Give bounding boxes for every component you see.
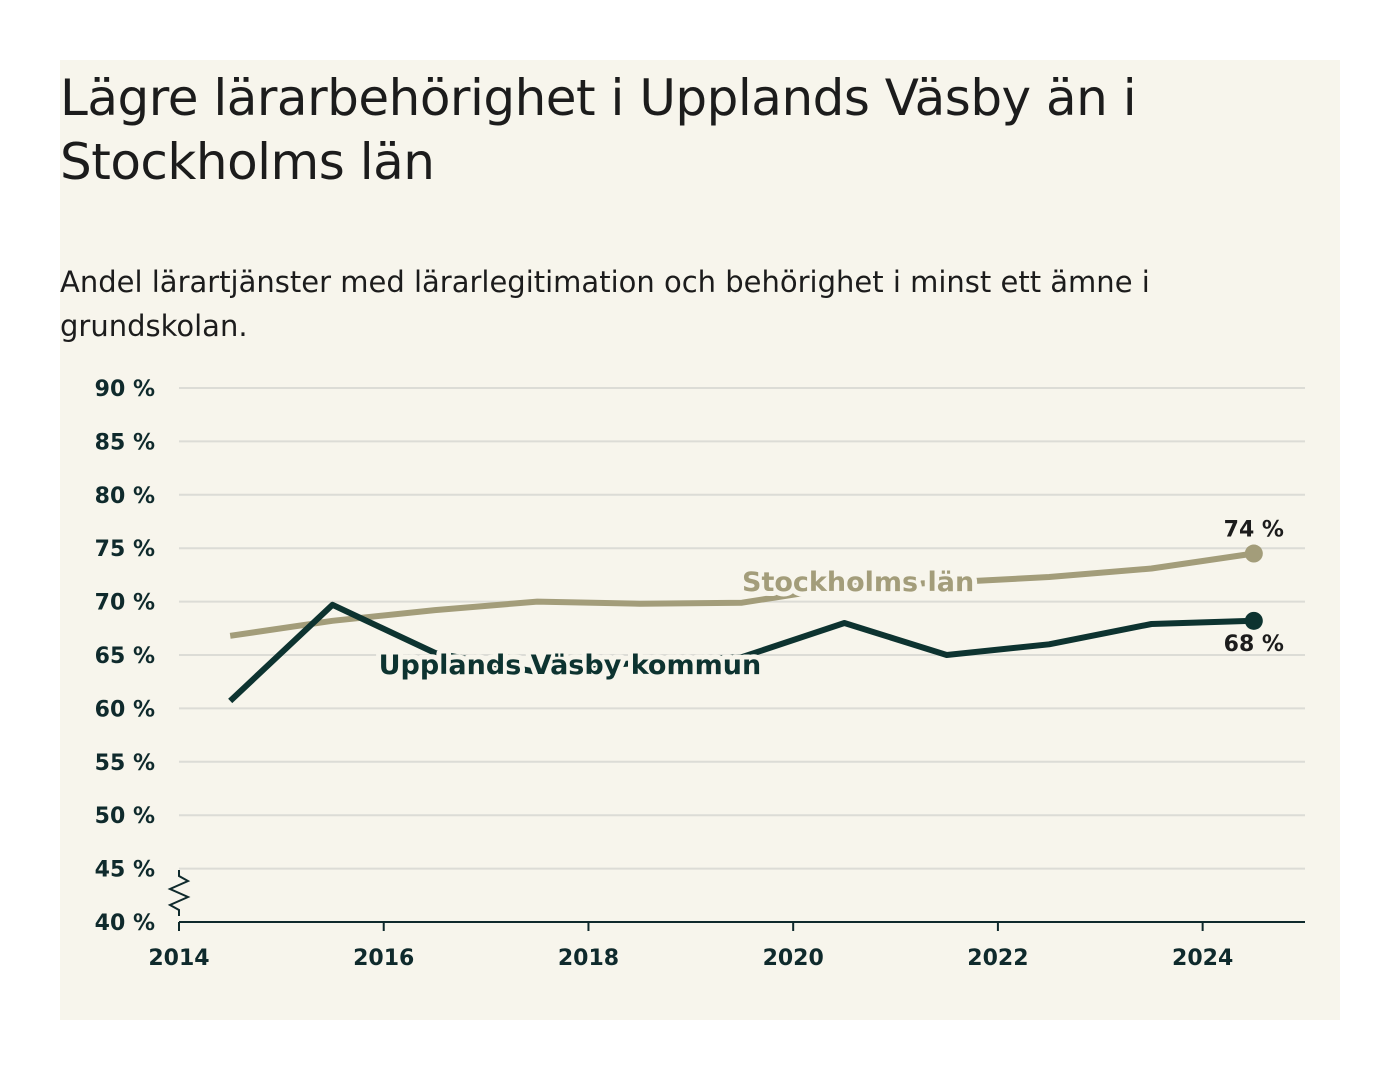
y-tick-label: 50 % [95, 804, 155, 829]
y-tick-label: 75 % [95, 537, 155, 562]
series-end-point-stockholm [1244, 544, 1263, 563]
axis-break-icon [167, 870, 191, 916]
y-tick-label: 85 % [95, 430, 155, 455]
x-tick-label: 2020 [763, 946, 824, 971]
x-tick-label: 2022 [967, 946, 1028, 971]
series-label-stockholm: Stockholms län [742, 567, 974, 598]
page-title: Lägre lärarbehörighet i Upplands Väsby ä… [60, 69, 1137, 191]
series-line-stockholm [229, 550, 1255, 639]
end-value-label-stockholm: 74 % [1224, 518, 1284, 543]
chart-subtitle: Andel lärartjänster med lärarlegitimatio… [60, 265, 1150, 343]
series-label-vasby: Upplands Väsby kommun [379, 650, 762, 681]
x-tick-label: 2014 [148, 946, 209, 971]
x-tick-label: 2016 [353, 946, 414, 971]
series-line-vasby [228, 601, 1254, 704]
y-tick-label: 65 % [95, 644, 155, 669]
y-tick-label: 70 % [95, 591, 155, 616]
y-tick-label: 60 % [95, 697, 155, 722]
y-tick-label: 80 % [95, 484, 155, 509]
end-value-label-vasby: 68 % [1224, 632, 1284, 657]
chart-card [60, 60, 1340, 1020]
x-tick-label: 2018 [558, 946, 619, 971]
y-tick-label: 45 % [95, 858, 155, 883]
series-end-point-vasby [1244, 611, 1263, 630]
y-tick-label: 55 % [95, 751, 155, 776]
y-tick-label: 40 % [95, 911, 155, 936]
x-tick-label: 2024 [1172, 946, 1233, 971]
y-tick-label: 90 % [95, 377, 155, 402]
